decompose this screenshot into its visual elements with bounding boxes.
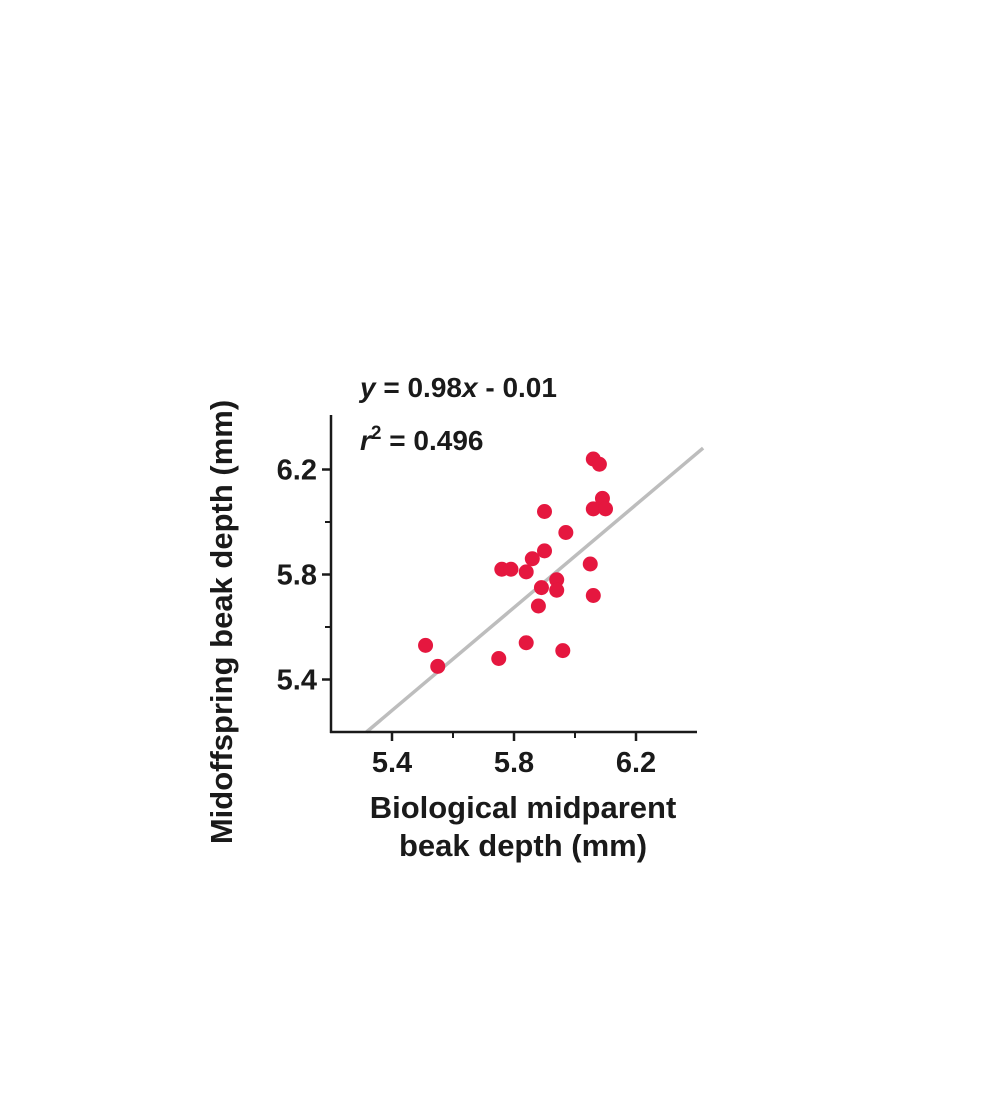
data-point-12 bbox=[549, 572, 565, 588]
y-tick-label-0: 5.4 bbox=[277, 665, 317, 697]
data-point-16 bbox=[582, 556, 598, 572]
data-point-18 bbox=[585, 588, 601, 603]
data-point-9 bbox=[533, 580, 549, 596]
data-point-2 bbox=[491, 651, 507, 666]
regression-equation: y = 0.98x - 0.01 bbox=[358, 372, 557, 403]
data-point-10 bbox=[537, 543, 552, 559]
data-point-6 bbox=[518, 635, 534, 651]
r-squared-annotation: r2 = 0.496 bbox=[360, 423, 483, 456]
data-point-8 bbox=[530, 598, 546, 614]
x-axis-title-line-1: Biological midparent bbox=[370, 790, 677, 825]
data-point-0 bbox=[418, 637, 434, 653]
x-tick-label-2: 6.2 bbox=[616, 747, 656, 779]
data-point-14 bbox=[555, 643, 571, 659]
y-axis-title: Midoffspring beak depth (mm) bbox=[204, 400, 239, 844]
data-point-11 bbox=[537, 504, 552, 519]
data-point-15 bbox=[558, 525, 574, 540]
data-point-5 bbox=[518, 564, 534, 580]
data-point-4 bbox=[503, 561, 519, 577]
data-point-1 bbox=[430, 658, 446, 674]
data-point-7 bbox=[524, 551, 540, 567]
data-point-13 bbox=[549, 582, 565, 598]
x-tick-label-0: 5.4 bbox=[372, 747, 412, 779]
data-point-17 bbox=[585, 501, 601, 517]
data-point-20 bbox=[591, 456, 607, 472]
x-axis-title-line-2: beak depth (mm) bbox=[399, 828, 647, 863]
y-tick-label-2: 6.2 bbox=[277, 455, 317, 487]
data-point-22 bbox=[598, 501, 613, 517]
y-tick-label-1: 5.8 bbox=[277, 560, 317, 592]
x-tick-label-1: 5.8 bbox=[494, 747, 534, 779]
plot-area: 5.4 5.8 6.2 5.4 5.8 6.2 bbox=[277, 415, 705, 779]
